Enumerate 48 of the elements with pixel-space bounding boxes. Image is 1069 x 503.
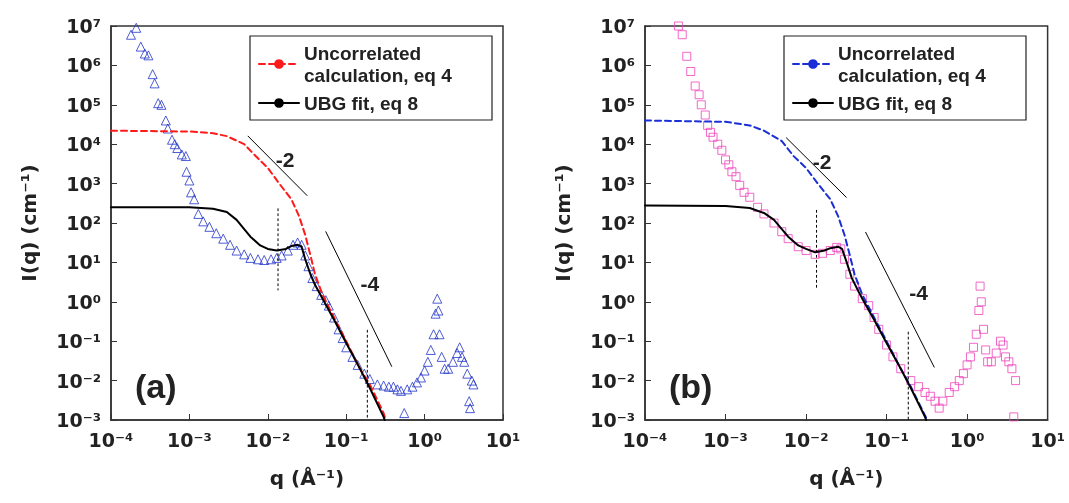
y-tick-label: 10⁴: [66, 133, 101, 156]
legend-label: UBG fit, eq 8: [838, 92, 953, 114]
x-tick-label: 10⁻²: [783, 428, 829, 451]
y-tick-label: 10³: [600, 172, 635, 195]
annotation: -2: [812, 150, 832, 174]
y-tick-label: 10⁻³: [590, 409, 635, 431]
y-tick-label: 10⁷: [66, 15, 101, 37]
y-axis-title: I(q) (cm⁻¹): [17, 164, 41, 282]
x-tick-label: 10⁻⁴: [622, 428, 668, 451]
x-tick-label: 10¹: [485, 428, 521, 451]
y-tick-label: 10⁻²: [56, 369, 101, 392]
x-axis-title: q (Å⁻¹): [269, 466, 345, 490]
annotation: (b): [669, 367, 713, 405]
legend-label: Uncorrelated calculation, eq 4: [304, 42, 453, 86]
y-tick-label: 10⁻¹: [56, 330, 101, 353]
y-tick-label: 10¹: [600, 251, 635, 274]
x-tick-label: 10⁻³: [167, 428, 212, 451]
y-tick-label: 10⁻¹: [590, 330, 635, 353]
y-tick-label: 10⁶: [600, 54, 635, 77]
annotation: -4: [360, 271, 380, 295]
annotation: -2: [275, 148, 295, 172]
x-tick-label: 10⁻⁴: [88, 428, 134, 451]
y-tick-label: 10⁰: [66, 290, 101, 313]
annotation: (a): [135, 367, 177, 405]
y-axis-title: I(q) (cm⁻¹): [551, 164, 575, 282]
y-tick-label: 10⁶: [66, 54, 101, 77]
y-tick-label: 10⁻²: [590, 369, 635, 392]
y-tick-label: 10³: [66, 172, 101, 195]
y-tick-label: 10⁻³: [56, 409, 101, 431]
legend-label: UBG fit, eq 8: [304, 92, 419, 114]
y-tick-label: 10⁵: [66, 93, 101, 116]
x-tick-label: 10¹: [1030, 428, 1065, 451]
x-tick-label: 10⁻²: [245, 428, 291, 451]
x-tick-label: 10⁻¹: [864, 428, 909, 451]
annotation: -4: [909, 281, 929, 305]
x-tick-label: 10⁰: [949, 428, 985, 451]
y-tick-label: 10¹: [66, 251, 101, 274]
y-tick-label: 10²: [66, 212, 101, 234]
x-axis-title: q (Å⁻¹): [809, 466, 884, 490]
y-tick-label: 10²: [600, 212, 635, 234]
y-tick-label: 10⁴: [600, 133, 635, 156]
legend-label: Uncorrelated calculation, eq 4: [838, 42, 987, 86]
y-tick-label: 10⁵: [600, 93, 635, 116]
y-tick-label: 10⁰: [600, 290, 635, 313]
x-tick-label: 10⁻¹: [323, 428, 369, 451]
x-tick-label: 10⁰: [407, 428, 442, 451]
y-tick-label: 10⁷: [600, 15, 635, 37]
x-tick-label: 10⁻³: [703, 428, 748, 451]
